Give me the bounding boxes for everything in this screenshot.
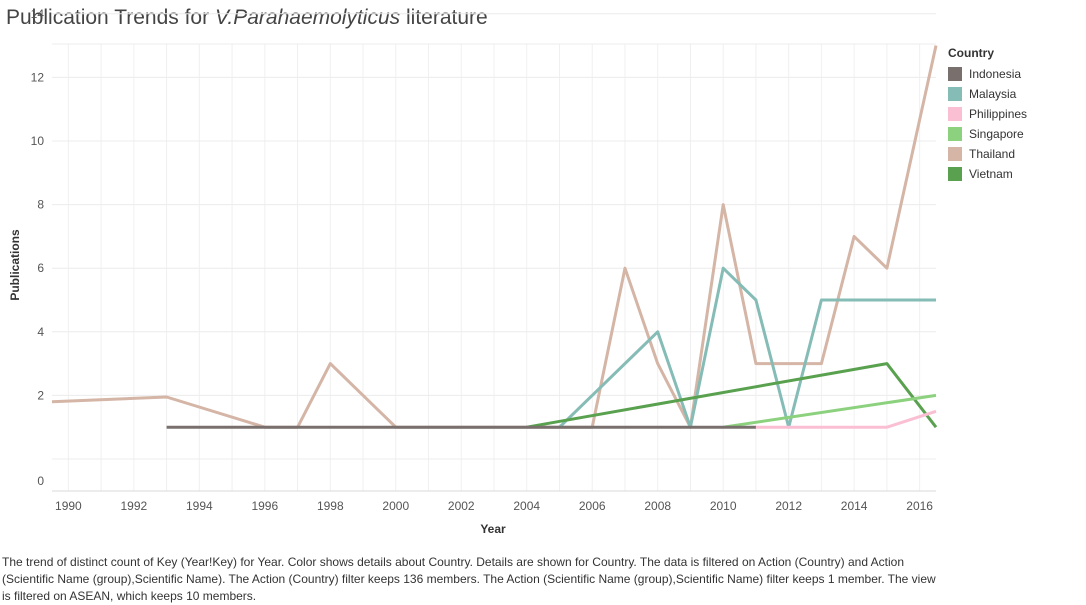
legend-swatch bbox=[948, 147, 962, 161]
chart-title: Publication Trends for V.Parahaemolyticu… bbox=[6, 6, 488, 29]
x-tick-label: 2002 bbox=[448, 499, 475, 513]
y-axis-label: Publications bbox=[8, 229, 22, 301]
legend-swatch bbox=[948, 87, 962, 101]
x-tick-label: 2014 bbox=[841, 499, 868, 513]
series-lines bbox=[51, 45, 938, 429]
y-tick-label: 8 bbox=[37, 198, 44, 212]
x-tick-label: 2000 bbox=[382, 499, 409, 513]
x-tick-label: 2008 bbox=[644, 499, 671, 513]
chart-caption: The trend of distinct count of Key (Year… bbox=[2, 555, 936, 603]
y-tick-label: 2 bbox=[37, 388, 44, 402]
legend-swatch bbox=[948, 107, 962, 121]
legend-label: Malaysia bbox=[969, 87, 1017, 101]
y-axis-ticks: 0 2 4 6 8 10 12 14 bbox=[31, 7, 45, 488]
legend-label: Vietnam bbox=[969, 167, 1013, 181]
legend-label: Philippines bbox=[969, 107, 1028, 121]
legend-label: Indonesia bbox=[969, 67, 1022, 81]
y-tick-label: 4 bbox=[37, 325, 44, 339]
legend-title: Country bbox=[948, 46, 994, 60]
x-tick-label: 1992 bbox=[121, 499, 148, 513]
x-axis-label: Year bbox=[480, 522, 506, 536]
legend-swatch bbox=[948, 127, 962, 141]
y-tick-label: 12 bbox=[31, 70, 45, 84]
legend-swatch bbox=[948, 167, 962, 181]
legend-item-thailand[interactable]: Thailand bbox=[948, 144, 1027, 164]
legend: Country Indonesia Malaysia Philippines Sing… bbox=[948, 46, 1027, 184]
x-tick-label: 2004 bbox=[513, 499, 540, 513]
y-tick-label: 0 bbox=[37, 474, 44, 488]
series-line-philippines bbox=[755, 409, 937, 429]
x-tick-label: 1998 bbox=[317, 499, 344, 513]
legend-item-indonesia[interactable]: Indonesia bbox=[948, 64, 1027, 84]
legend-item-philippines[interactable]: Philippines bbox=[948, 104, 1027, 124]
x-tick-label: 1990 bbox=[55, 499, 82, 513]
y-tick-label: 6 bbox=[37, 261, 44, 275]
line-chart: 1990 1992 1994 1996 1998 2000 2002 2004 2006 2008… bbox=[8, 7, 938, 536]
gridlines bbox=[52, 13, 936, 492]
x-tick-label: 2010 bbox=[710, 499, 737, 513]
legend-item-malaysia[interactable]: Malaysia bbox=[948, 84, 1027, 104]
legend-item-singapore[interactable]: Singapore bbox=[948, 124, 1027, 144]
legend-label: Thailand bbox=[969, 147, 1016, 161]
x-tick-label: 2012 bbox=[775, 499, 802, 513]
y-tick-label: 10 bbox=[31, 134, 45, 148]
x-tick-label: 1996 bbox=[251, 499, 278, 513]
series-line-singapore bbox=[722, 393, 937, 429]
series-line-vietnam bbox=[526, 362, 938, 429]
x-axis-ticks: 1990 1992 1994 1996 1998 2000 2002 2004 2006 2008… bbox=[55, 499, 933, 513]
y-tick-label: 14 bbox=[31, 7, 45, 21]
series-line-malaysia bbox=[558, 266, 936, 429]
x-tick-label: 2006 bbox=[579, 499, 606, 513]
legend-swatch bbox=[948, 67, 962, 81]
x-tick-label: 2016 bbox=[906, 499, 933, 513]
x-tick-label: 1994 bbox=[186, 499, 213, 513]
legend-item-vietnam[interactable]: Vietnam bbox=[948, 164, 1027, 184]
legend-label: Singapore bbox=[969, 127, 1024, 141]
